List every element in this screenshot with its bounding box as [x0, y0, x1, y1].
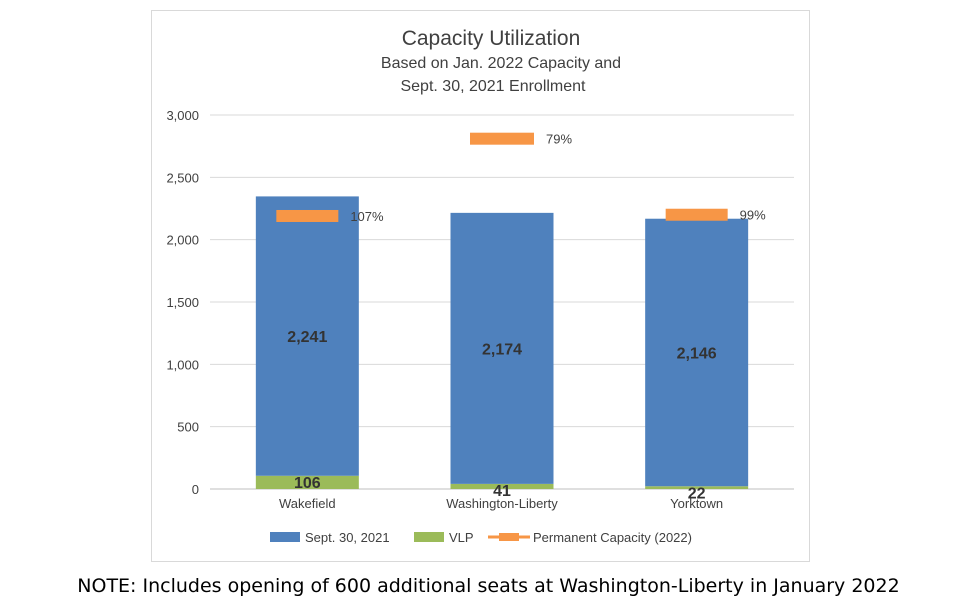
y-tick-label: 0 — [192, 482, 199, 497]
chart-title: Capacity Utilization — [402, 27, 581, 50]
legend-swatch-vlp — [414, 532, 444, 542]
data-label: 106 — [294, 475, 321, 492]
bar-sept-30-2021-2 — [645, 218, 749, 487]
data-label: 22 — [688, 485, 706, 502]
capacity-percent-label: 79% — [546, 132, 572, 147]
bar-sept-30-2021-0 — [255, 196, 359, 476]
capacity-marker-0 — [276, 209, 339, 222]
y-tick-label: 1,000 — [166, 357, 199, 372]
x-tick-label: Wakefield — [279, 496, 336, 511]
chart-subtitle-line-1: Based on Jan. 2022 Capacity and — [381, 55, 621, 72]
legend-label-capacity: Permanent Capacity (2022) — [533, 530, 692, 545]
y-tick-label: 2,000 — [166, 233, 199, 248]
bar-vlp-0 — [255, 475, 359, 489]
y-tick-label: 3,000 — [166, 108, 199, 123]
y-tick-label: 500 — [177, 420, 199, 435]
data-label: 2,174 — [482, 341, 522, 358]
legend-swatch-capacity — [499, 533, 519, 541]
bar-vlp-2 — [645, 486, 749, 489]
y-tick-label: 2,500 — [166, 170, 199, 185]
data-label: 2,241 — [287, 329, 327, 346]
chart-svg: Capacity Utilization Based on Jan. 2022 … — [166, 27, 794, 545]
y-tick-label: 1,500 — [166, 295, 199, 310]
x-tick-label: Yorktown — [670, 496, 723, 511]
bar-sept-30-2021-1 — [450, 212, 554, 484]
chart-subtitle-line-2: Sept. 30, 2021 Enrollment — [400, 78, 586, 95]
chart-frame: Capacity Utilization Based on Jan. 2022 … — [151, 10, 810, 562]
bar-vlp-1 — [450, 483, 554, 489]
footnote: NOTE: Includes opening of 600 additional… — [77, 575, 900, 597]
legend-label-enrollment: Sept. 30, 2021 — [305, 530, 390, 545]
data-label: 41 — [493, 483, 511, 500]
legend-swatch-enrollment — [270, 532, 300, 542]
capacity-percent-label: 107% — [350, 209, 384, 224]
capacity-percent-label: 99% — [740, 208, 766, 223]
legend-label-vlp: VLP — [449, 530, 474, 545]
data-label: 2,146 — [677, 345, 717, 362]
x-tick-label: Washington-Liberty — [446, 496, 558, 511]
capacity-marker-2 — [665, 208, 728, 221]
capacity-marker-1 — [470, 132, 534, 145]
